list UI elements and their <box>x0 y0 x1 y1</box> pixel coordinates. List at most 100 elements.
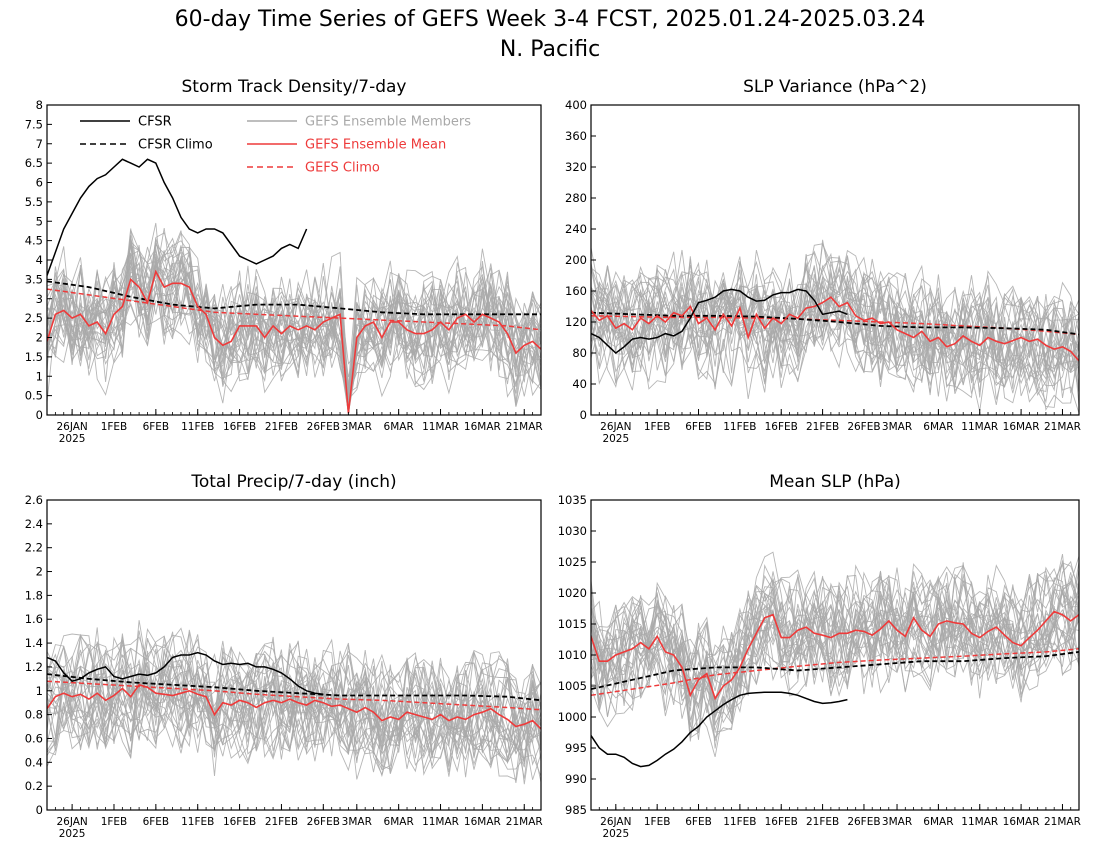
ensemble-member-line <box>591 589 1079 714</box>
x-year-label: 2025 <box>59 828 86 840</box>
y-tick-label: 5 <box>36 214 43 228</box>
plot-area <box>47 158 541 415</box>
series-cfsr-climo <box>47 673 541 702</box>
ensemble-member-line <box>47 667 541 773</box>
series-cfsr <box>591 288 848 354</box>
y-tick-label: 1015 <box>558 617 587 631</box>
ensemble-member-line <box>591 555 1079 717</box>
x-year-label: 2025 <box>602 433 629 445</box>
y-tick-label: 0 <box>580 408 587 422</box>
x-tick-label: 6FEB <box>685 816 712 828</box>
legend-label: CFSR <box>138 115 172 130</box>
x-tick-label: 16FEB <box>223 816 256 828</box>
y-tick-label: 1 <box>36 369 43 383</box>
ensemble-member-line <box>591 598 1079 742</box>
ensemble-member-line <box>47 253 541 414</box>
x-tick-label: 16FEB <box>765 421 798 433</box>
x-tick-label: 3MAR <box>342 816 372 828</box>
figure-title-line2: N. Pacific <box>500 37 600 62</box>
panel-frame <box>46 104 542 416</box>
x-tick-label: 26JAN <box>600 816 631 828</box>
ensemble-member-line <box>47 636 541 754</box>
panels: Storm Track Density/7-day 0 0.5 1 1.5 2 2.5 3 3.… <box>25 77 1081 840</box>
y-tick-label: 7.5 <box>25 117 43 131</box>
panel-title: SLP Variance (hPa^2) <box>743 77 927 97</box>
x-tick-label: 11MAR <box>961 421 998 433</box>
x-tick-label: 6MAR <box>384 421 414 433</box>
y-tick-label: 200 <box>565 253 587 267</box>
ensemble-member-line <box>591 274 1079 394</box>
y-tick-label: 1020 <box>558 586 587 600</box>
ensemble-member-line <box>591 296 1079 402</box>
panel-title: Mean SLP (hPa) <box>769 472 901 492</box>
series-gefs-climo <box>591 315 1079 336</box>
y-tick-label: 4 <box>36 253 43 267</box>
x-tick-label: 21MAR <box>1044 421 1081 433</box>
y-tick-label: 0 <box>36 408 43 422</box>
series-gefs-climo <box>47 288 541 331</box>
ensemble-member-line <box>47 246 541 414</box>
ensemble-member-line <box>591 574 1079 726</box>
x-tick-label: 26JAN <box>56 421 87 433</box>
y-tick-label: 40 <box>572 377 587 391</box>
series-cfsr-climo <box>591 651 1079 690</box>
x-tick-label: 6FEB <box>143 421 170 433</box>
ensemble-member-line <box>47 265 541 404</box>
y-tick-label: 280 <box>565 191 587 205</box>
panel-title: Total Precip/7-day (inch) <box>190 472 396 492</box>
x-tick-label: 16MAR <box>464 421 501 433</box>
y-tick-label: 1.8 <box>25 588 43 602</box>
ensemble-member-line <box>47 240 541 389</box>
ensemble-member-line <box>591 242 1079 349</box>
ensemble-member-line <box>47 620 541 745</box>
legend: CFSR CFSR Climo GEFS Ensemble Members GEFS … <box>80 115 471 176</box>
ensemble-member-line <box>591 570 1079 708</box>
x-tick-label: 1FEB <box>644 816 671 828</box>
x-tick-label: 6MAR <box>384 816 414 828</box>
x-tick-label: 6MAR <box>923 816 953 828</box>
x-tick-label: 21MAR <box>506 816 543 828</box>
x-tick-label: 16MAR <box>1003 421 1040 433</box>
y-tick-label: 0 <box>36 803 43 817</box>
panel-4: Mean SLP (hPa) 985 990 995 1000 1005 1010 1015 1… <box>558 472 1081 840</box>
x-tick-label: 26FEB <box>307 421 340 433</box>
ensemble-member-line <box>591 592 1079 749</box>
y-tick-label: 8 <box>36 98 43 112</box>
panel-frame <box>46 499 542 811</box>
y-tick-label: 1.2 <box>25 660 43 674</box>
legend-label: GEFS Ensemble Mean <box>305 138 446 153</box>
y-tick-label: 0.4 <box>25 755 43 769</box>
y-tick-label: 2.4 <box>25 517 43 531</box>
y-tick-label: 7 <box>36 137 43 151</box>
panel-3: Total Precip/7-day (inch)00.20.40.60.811… <box>25 472 543 840</box>
ensemble-member-line <box>47 668 541 783</box>
ensemble-member-line <box>47 669 541 778</box>
panel-2: SLP Variance (hPa^2) 0 40 80 120 160 200 240 280… <box>565 77 1081 445</box>
x-tick-label: 21FEB <box>806 421 839 433</box>
series-gefs-ensemble-mean <box>47 269 541 414</box>
x-tick-label: 21MAR <box>506 421 543 433</box>
ensemble-member-line <box>47 240 541 413</box>
ensemble-member-line <box>47 633 541 745</box>
series-gefs-ensemble-mean <box>47 683 541 730</box>
ensemble-member-line <box>47 630 541 745</box>
y-tick-label: 2 <box>36 331 43 345</box>
x-tick-label: 26FEB <box>847 421 880 433</box>
y-tick-label: 1.6 <box>25 612 43 626</box>
x-tick-label: 11MAR <box>961 816 998 828</box>
y-tick-label: 2.6 <box>25 493 43 507</box>
y-tick-label: 160 <box>565 284 587 298</box>
x-tick-label: 11FEB <box>181 816 214 828</box>
x-year-label: 2025 <box>59 433 86 445</box>
y-tick-label: 1010 <box>558 648 587 662</box>
x-tick-label: 6FEB <box>143 816 170 828</box>
plot-area <box>47 620 541 785</box>
y-tick-label: 1 <box>36 684 43 698</box>
y-tick-label: 0.6 <box>25 731 43 745</box>
x-tick-label: 26JAN <box>56 816 87 828</box>
plot-area <box>591 551 1079 768</box>
x-tick-label: 6FEB <box>685 421 712 433</box>
y-tick-label: 0.8 <box>25 708 43 722</box>
